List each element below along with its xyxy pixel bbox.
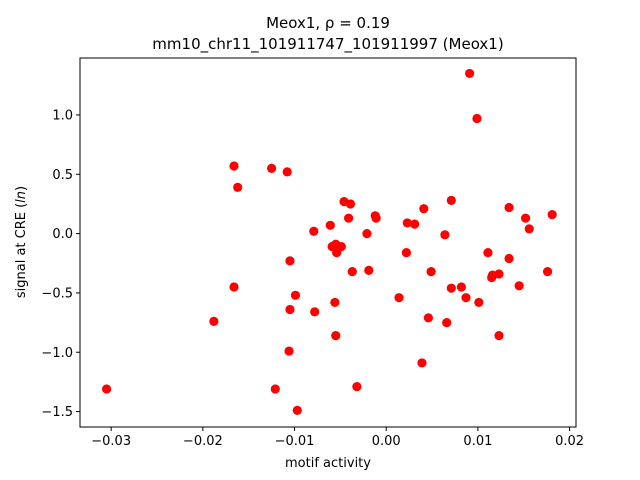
scatter-point	[440, 230, 450, 240]
scatter-point	[417, 358, 427, 368]
x-tick-label: 0.01	[463, 434, 492, 449]
scatter-point	[514, 281, 524, 291]
scatter-point	[310, 307, 320, 317]
scatter-point	[524, 224, 534, 234]
x-tick-label: 0.02	[555, 434, 584, 449]
scatter-point	[494, 331, 504, 341]
scatter-point	[233, 182, 243, 192]
scatter-point	[290, 290, 301, 300]
scatter-point	[285, 304, 295, 315]
x-axis-label: motif activity	[285, 456, 371, 471]
scatter-point	[419, 204, 429, 214]
scatter-point	[446, 283, 456, 293]
x-tick-label: −0.02	[183, 434, 223, 449]
y-axis-label-close: )	[14, 186, 29, 191]
scatter-point	[347, 266, 357, 277]
scatter-point	[336, 242, 346, 252]
scatter-point	[362, 229, 372, 239]
x-tick-label: −0.01	[275, 434, 315, 449]
scatter-point	[504, 253, 514, 264]
scatter-point	[345, 199, 356, 209]
scatter-point	[331, 331, 341, 341]
scatter-point	[330, 297, 340, 308]
scatter-point	[270, 384, 280, 394]
scatter-point	[402, 218, 412, 228]
scatter-point	[547, 210, 557, 220]
scatter-point	[364, 265, 374, 275]
scatter-point	[284, 346, 294, 356]
scatter-point	[446, 195, 456, 205]
y-axis-label-text: signal at CRE (	[14, 203, 29, 298]
scatter-point	[229, 282, 239, 292]
scatter-point	[394, 293, 404, 303]
y-tick-label: −1.0	[41, 346, 73, 361]
scatter-point	[325, 220, 335, 230]
scatter-point	[461, 293, 471, 303]
scatter-point	[209, 316, 219, 327]
scatter-point	[504, 202, 514, 213]
scatter-point	[426, 266, 436, 277]
scatter-point	[474, 297, 484, 308]
scatter-point	[309, 226, 319, 236]
y-tick-label: 0.5	[52, 168, 73, 183]
x-axis-ticks: −0.03 −0.02 −0.01 0.00 0.01 0.02	[91, 427, 584, 449]
x-tick-label: 0.00	[372, 434, 401, 449]
scatter-point	[267, 163, 277, 173]
scatter-point	[344, 213, 354, 223]
scatter-point	[465, 68, 475, 79]
chart-title-line1: Meox1, ρ = 0.19	[266, 14, 390, 32]
scatter-point	[472, 113, 482, 124]
plot-frame	[79, 57, 577, 428]
y-tick-label: −1.5	[41, 405, 73, 420]
y-axis-label-unit: ln	[14, 191, 29, 203]
scatter-point	[410, 219, 420, 229]
scatter-point	[371, 213, 381, 223]
scatter-point	[282, 167, 292, 177]
data-points	[101, 68, 557, 415]
y-axis-ticks: −1.5 −1.0 −0.5 0.0 0.5 1.0	[41, 108, 80, 420]
scatter-point	[101, 384, 112, 394]
x-tick-label: −0.03	[91, 434, 131, 449]
scatter-point	[483, 247, 493, 258]
scatter-point	[285, 256, 295, 266]
chart-title-line2: mm10_chr11_101911747_101911997 (Meox1)	[152, 35, 503, 54]
scatter-point	[229, 161, 239, 171]
scatter-point	[401, 247, 411, 258]
scatter-point	[456, 282, 466, 292]
y-tick-label: 1.0	[52, 108, 73, 123]
scatter-point	[442, 317, 452, 328]
y-tick-label: 0.0	[52, 227, 73, 242]
scatter-point	[520, 213, 531, 223]
scatter-point	[352, 382, 362, 392]
scatter-point	[494, 269, 504, 279]
y-axis-label: signal at CRE (ln)	[14, 186, 29, 298]
scatter-point	[292, 405, 302, 415]
scatter-point	[423, 313, 433, 323]
y-tick-label: −0.5	[41, 286, 73, 301]
scatter-point	[542, 266, 553, 277]
